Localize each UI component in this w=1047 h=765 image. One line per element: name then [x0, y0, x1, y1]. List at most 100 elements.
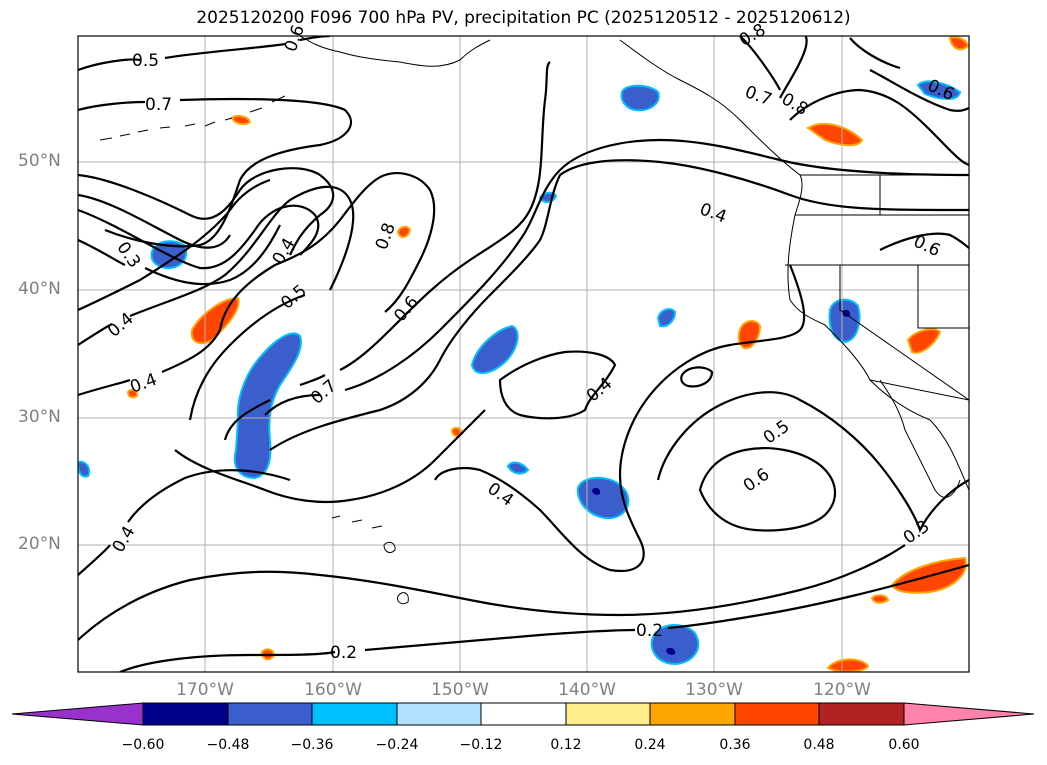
baja-coast — [879, 379, 961, 498]
precip-area — [396, 225, 412, 238]
contour-line — [223, 399, 271, 441]
alaska-coast — [299, 36, 491, 67]
bc-coast — [619, 39, 969, 491]
contour-line — [78, 193, 231, 249]
precip-area — [126, 388, 139, 399]
contour-label: 0.4 — [109, 523, 140, 556]
contour-label: 0.8 — [736, 20, 769, 51]
lat-label: 50°N — [18, 151, 61, 171]
contour-label: 0.7 — [145, 95, 172, 115]
colorbar-tick: −0.60 — [121, 737, 165, 753]
precip-area — [806, 123, 864, 147]
colorbar-extend-high — [903, 702, 1035, 726]
contour-label: 0.7 — [742, 82, 774, 110]
colorbar-segment — [396, 702, 482, 726]
lon-label: 150°W — [431, 680, 489, 700]
precip-area-dark — [592, 487, 601, 495]
contour-label: 0.2 — [330, 643, 357, 663]
colorbar-tick: −0.12 — [459, 737, 503, 753]
contour-label: 0.5 — [277, 281, 311, 314]
contour-line — [698, 447, 837, 532]
colorbar-segment — [649, 702, 736, 726]
contour-label: 0.2 — [636, 621, 663, 641]
contour-label: 0.4 — [697, 199, 729, 227]
contour-label: 0.3 — [112, 238, 144, 272]
colorbar — [11, 702, 1035, 726]
us-state-border — [785, 175, 969, 401]
contour-label: 0.6 — [281, 22, 309, 54]
precip-area-dark — [666, 647, 676, 655]
contour-line — [498, 350, 617, 420]
lon-label: 120°W — [813, 680, 871, 700]
contour-line — [269, 159, 969, 451]
precip-area — [656, 308, 677, 328]
colorbar-segment — [142, 702, 229, 726]
lat-label: 40°N — [18, 279, 61, 299]
contour-label: 0.6 — [740, 464, 774, 496]
contour-label: 0.5 — [132, 51, 159, 71]
contour-label: 0.4 — [128, 370, 160, 398]
precip-area — [906, 328, 942, 354]
contour-label: 0.4 — [269, 235, 300, 268]
lat-label: 30°N — [18, 407, 61, 427]
lon-label: 160°W — [304, 680, 362, 700]
colorbar-tick: 0.60 — [888, 737, 920, 753]
chart-title: 2025120200 F096 700 hPa PV, precipitatio… — [196, 8, 851, 28]
precip-area — [230, 114, 252, 126]
precip-area — [233, 332, 302, 480]
colorbar-segment — [818, 702, 905, 726]
precip-area — [826, 658, 870, 672]
contour-line — [299, 61, 551, 387]
colorbar-segment — [227, 702, 313, 726]
colorbar-tick: −0.24 — [375, 737, 419, 753]
precip-area — [650, 624, 700, 666]
colorbar-tick: −0.36 — [290, 737, 334, 753]
contour-label: 0.4 — [583, 374, 617, 407]
contour-line — [779, 36, 808, 99]
precip-area — [506, 461, 530, 475]
contour-label: 0.4 — [104, 309, 138, 342]
colorbar-tick: −0.48 — [206, 737, 250, 753]
contour-label: 0.4 — [483, 479, 517, 511]
contour-line — [78, 544, 906, 641]
coastlines — [99, 36, 969, 605]
precip-area — [78, 460, 91, 478]
precip-area — [948, 36, 969, 51]
contour-line — [78, 167, 335, 256]
contour-line — [739, 36, 781, 91]
contour-line — [78, 185, 355, 346]
contour-line — [849, 37, 901, 70]
contour-label: 0.8 — [372, 220, 400, 252]
contour-line — [264, 138, 969, 416]
colorbar-tick: 0.12 — [550, 737, 582, 753]
contour-label: 0.3 — [900, 516, 934, 548]
hawaii-islands — [331, 515, 409, 605]
map-frame — [77, 35, 970, 673]
contour-line — [434, 264, 806, 573]
contour-label: 0.5 — [760, 416, 794, 448]
contour-line — [78, 178, 271, 312]
contour-line — [78, 224, 281, 286]
contour-line — [879, 232, 969, 251]
contour-line — [119, 563, 969, 672]
contour-line — [789, 88, 969, 167]
colorbar-segment — [480, 702, 567, 726]
colorbar-segment — [734, 702, 820, 726]
lat-label: 20°N — [18, 534, 61, 554]
lon-label: 140°W — [558, 680, 616, 700]
colorbar-tick: 0.36 — [719, 737, 751, 753]
precip-area — [620, 84, 660, 112]
contour-line — [656, 391, 969, 533]
colorbar-tick: 0.24 — [634, 737, 666, 753]
pv-contours — [78, 36, 969, 672]
contour-line — [78, 204, 320, 270]
precip-area — [470, 324, 519, 374]
precip-area — [916, 80, 962, 100]
colorbar-tick: 0.48 — [803, 737, 835, 753]
contour-line — [174, 409, 486, 504]
map-grid — [78, 36, 969, 672]
contour-line — [78, 469, 291, 576]
contour-line — [78, 172, 436, 397]
precip-area — [870, 594, 890, 604]
